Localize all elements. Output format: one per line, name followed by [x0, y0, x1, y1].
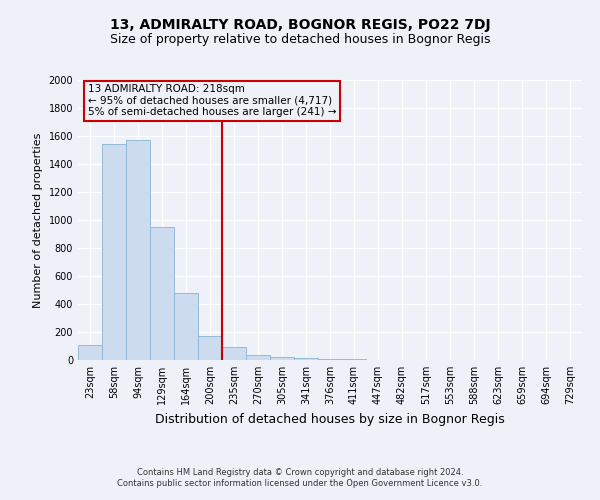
Y-axis label: Number of detached properties: Number of detached properties — [33, 132, 43, 308]
Bar — [270, 357, 294, 360]
Bar — [126, 140, 150, 360]
Text: 13 ADMIRALTY ROAD: 218sqm
← 95% of detached houses are smaller (4,717)
5% of sem: 13 ADMIRALTY ROAD: 218sqm ← 95% of detac… — [88, 84, 337, 117]
Bar — [174, 293, 198, 360]
Bar — [102, 144, 126, 360]
X-axis label: Distribution of detached houses by size in Bognor Regis: Distribution of detached houses by size … — [155, 412, 505, 426]
Text: Contains HM Land Registry data © Crown copyright and database right 2024.
Contai: Contains HM Land Registry data © Crown c… — [118, 468, 482, 487]
Bar — [246, 355, 270, 360]
Bar — [150, 227, 174, 360]
Bar — [294, 358, 318, 360]
Bar — [222, 346, 246, 360]
Bar — [198, 336, 222, 360]
Text: 13, ADMIRALTY ROAD, BOGNOR REGIS, PO22 7DJ: 13, ADMIRALTY ROAD, BOGNOR REGIS, PO22 7… — [110, 18, 490, 32]
Text: Size of property relative to detached houses in Bognor Regis: Size of property relative to detached ho… — [110, 32, 490, 46]
Bar — [78, 344, 102, 360]
